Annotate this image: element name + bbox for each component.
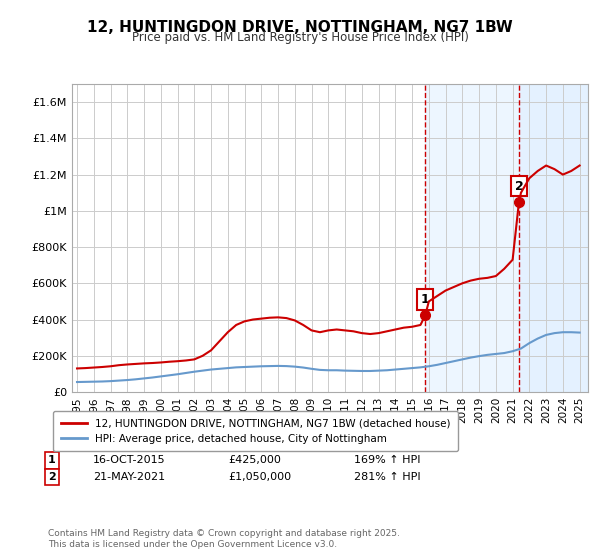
Text: £1,050,000: £1,050,000: [228, 472, 291, 482]
Text: Price paid vs. HM Land Registry's House Price Index (HPI): Price paid vs. HM Land Registry's House …: [131, 31, 469, 44]
Text: 2: 2: [515, 180, 523, 193]
Text: £425,000: £425,000: [228, 455, 281, 465]
Text: Contains HM Land Registry data © Crown copyright and database right 2025.
This d: Contains HM Land Registry data © Crown c…: [48, 529, 400, 549]
Text: 16-OCT-2015: 16-OCT-2015: [93, 455, 166, 465]
Text: 21-MAY-2021: 21-MAY-2021: [93, 472, 165, 482]
Legend: 12, HUNTINGDON DRIVE, NOTTINGHAM, NG7 1BW (detached house), HPI: Average price, : 12, HUNTINGDON DRIVE, NOTTINGHAM, NG7 1B…: [53, 411, 458, 451]
Text: 2: 2: [48, 472, 56, 482]
Bar: [519, 84, 588, 392]
Text: 169% ↑ HPI: 169% ↑ HPI: [354, 455, 421, 465]
Bar: [425, 84, 588, 392]
Text: 1: 1: [421, 293, 430, 306]
Text: 1: 1: [48, 455, 56, 465]
Text: 12, HUNTINGDON DRIVE, NOTTINGHAM, NG7 1BW: 12, HUNTINGDON DRIVE, NOTTINGHAM, NG7 1B…: [87, 20, 513, 35]
Text: 281% ↑ HPI: 281% ↑ HPI: [354, 472, 421, 482]
